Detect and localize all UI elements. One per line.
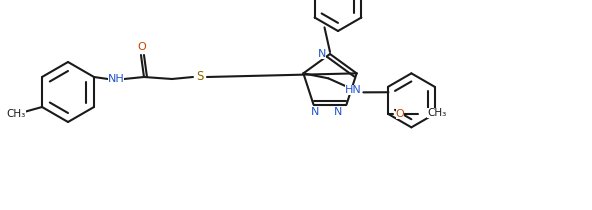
Text: CH₃: CH₃ xyxy=(427,108,446,118)
Text: O: O xyxy=(395,109,404,119)
Text: HN: HN xyxy=(345,85,362,95)
Text: N: N xyxy=(318,49,326,59)
Text: CH₃: CH₃ xyxy=(7,109,25,119)
Text: O: O xyxy=(137,42,146,52)
Text: S: S xyxy=(197,71,204,84)
Text: N: N xyxy=(311,107,320,117)
Text: NH: NH xyxy=(108,74,124,84)
Text: N: N xyxy=(334,107,343,117)
